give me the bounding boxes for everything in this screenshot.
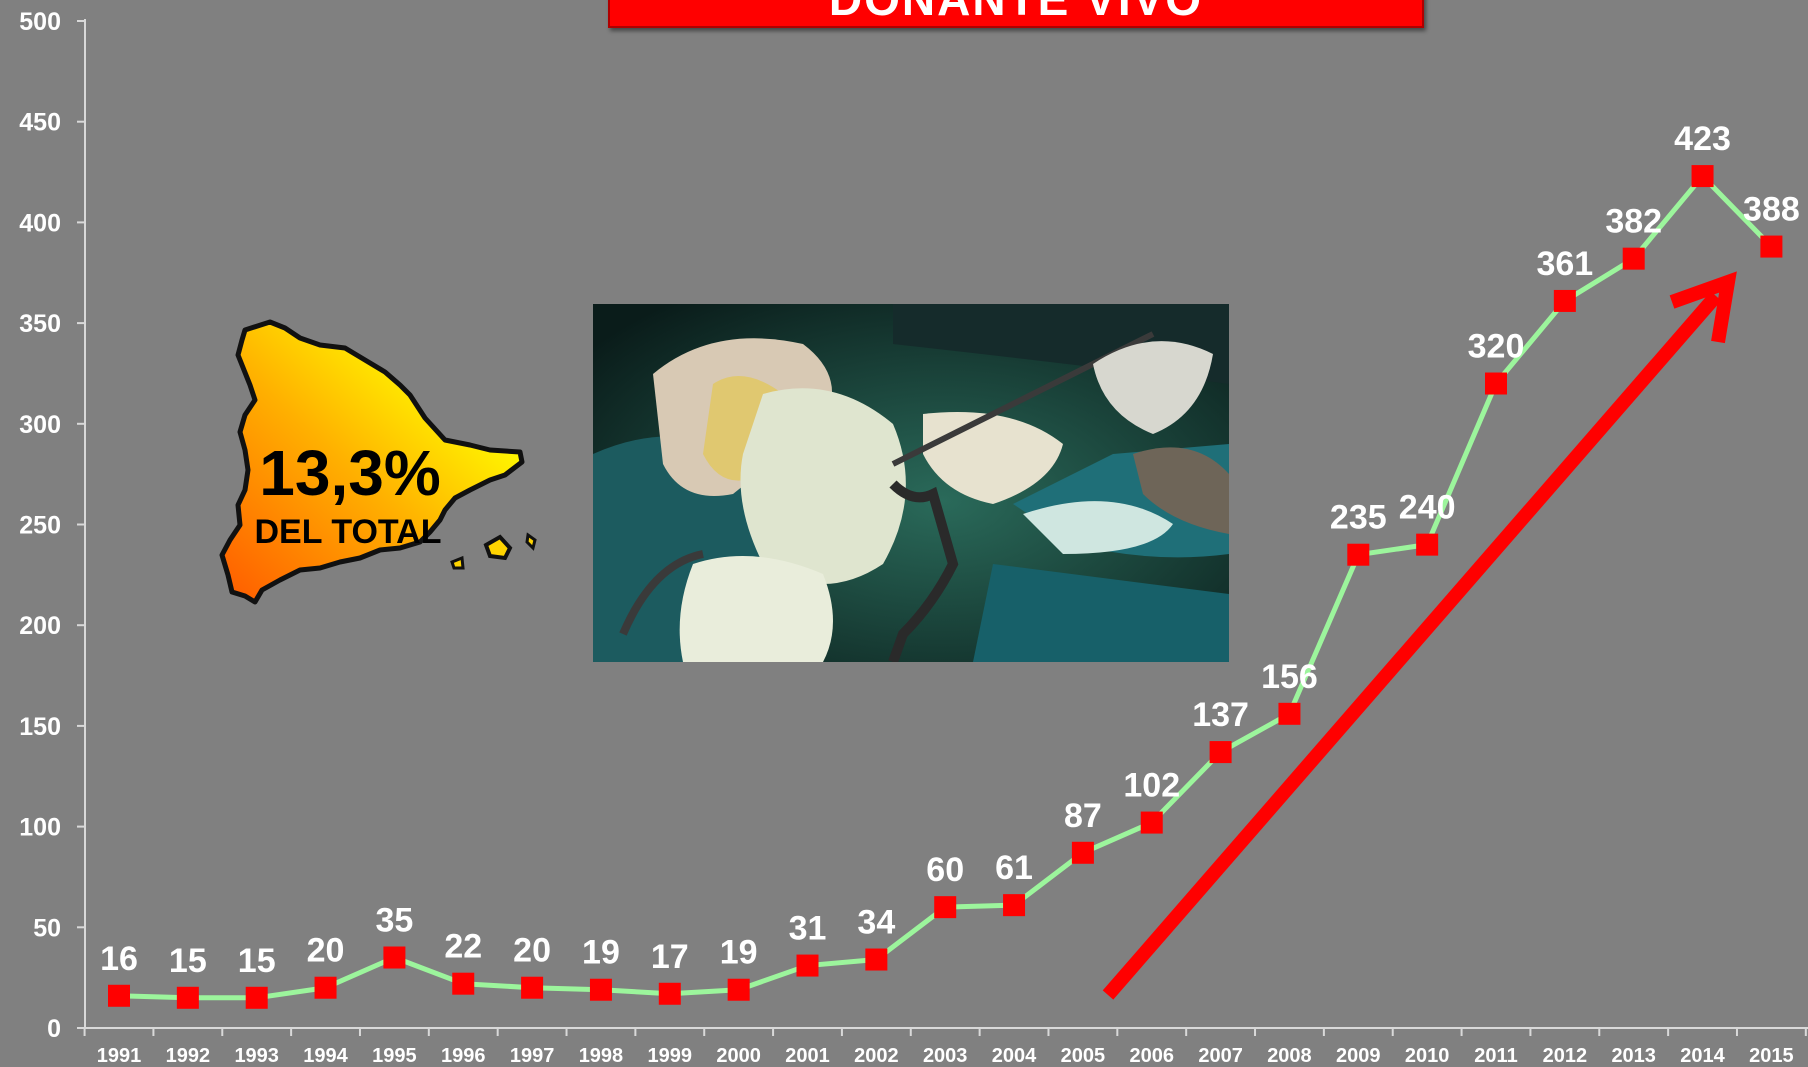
data-label: 15 [169,942,207,980]
data-label: 31 [789,910,827,948]
y-tick-label: 400 [19,209,61,237]
x-tick-label: 2012 [1543,1045,1588,1067]
x-tick-label: 2009 [1336,1045,1381,1067]
data-label: 156 [1261,658,1318,696]
inset-caption-label: DEL TOTAL [255,513,442,551]
data-point [1141,812,1163,834]
x-tick-label: 2015 [1749,1045,1794,1067]
x-tick-label: 2007 [1198,1045,1243,1067]
y-tick-label: 450 [19,109,61,137]
data-point [1210,741,1232,763]
data-label: 388 [1743,191,1800,229]
data-point [521,977,543,999]
x-tick-label: 2008 [1267,1045,1312,1067]
data-label: 382 [1605,203,1662,241]
data-point [1760,236,1782,258]
data-point [1347,544,1369,566]
data-label: 240 [1399,489,1456,527]
data-label: 87 [1064,797,1102,835]
x-tick-label: 1991 [97,1045,142,1067]
y-tick-label: 500 [19,8,61,36]
y-tick-label: 0 [47,1015,61,1043]
data-label: 22 [444,928,482,966]
y-tick-label: 100 [19,814,61,842]
data-label: 19 [582,934,620,972]
x-tick-label: 2014 [1680,1045,1725,1067]
data-point [315,977,337,999]
data-point [865,949,887,971]
data-label: 102 [1123,767,1180,805]
data-label: 34 [857,904,895,942]
y-tick-label: 150 [19,713,61,741]
data-point [177,987,199,1009]
data-label: 423 [1674,120,1731,158]
inset-percent-label: 13,3% [259,437,440,509]
y-tick-label: 50 [33,914,61,942]
x-tick-label: 1993 [234,1045,279,1067]
x-tick-label: 1999 [648,1045,693,1067]
data-point [383,947,405,969]
data-label: 20 [307,932,345,970]
x-tick-label: 2003 [923,1045,968,1067]
data-point [1416,534,1438,556]
x-tick-label: 1992 [166,1045,211,1067]
data-point [590,979,612,1001]
data-point [246,987,268,1009]
data-label: 320 [1468,328,1525,366]
data-label: 61 [995,849,1033,887]
data-label: 235 [1330,499,1387,537]
data-label: 16 [100,940,138,978]
data-label: 137 [1192,696,1249,734]
data-label: 19 [720,934,758,972]
data-point [659,983,681,1005]
data-label: 15 [238,942,276,980]
x-tick-label: 1994 [303,1045,348,1067]
data-point [1692,165,1714,187]
data-label: 361 [1536,245,1593,283]
x-tick-label: 2001 [785,1045,830,1067]
data-point [1554,290,1576,312]
data-point [1072,842,1094,864]
data-label: 17 [651,938,689,976]
x-tick-label: 2005 [1061,1045,1106,1067]
data-point [934,896,956,918]
data-point [1623,248,1645,270]
data-point [1003,894,1025,916]
data-label: 60 [926,851,964,889]
data-point [1278,703,1300,725]
x-tick-label: 1995 [372,1045,417,1067]
x-tick-label: 2004 [992,1045,1037,1067]
x-tick-label: 2002 [854,1045,899,1067]
x-tick-label: 2000 [716,1045,761,1067]
surgery-photo-icon [593,304,1229,662]
data-point [452,973,474,995]
y-tick-label: 250 [19,512,61,540]
x-tick-label: 1997 [510,1045,555,1067]
data-point [1485,373,1507,395]
data-point [797,955,819,977]
y-tick-label: 300 [19,411,61,439]
x-tick-label: 2013 [1611,1045,1656,1067]
x-tick-label: 2006 [1130,1045,1175,1067]
x-tick-label: 2010 [1405,1045,1450,1067]
x-tick-label: 2011 [1474,1045,1517,1067]
y-tick-label: 350 [19,310,61,338]
x-tick-label: 1998 [579,1045,624,1067]
data-label: 35 [375,902,413,940]
data-label: 20 [513,932,551,970]
x-tick-label: 1996 [441,1045,486,1067]
data-point [728,979,750,1001]
data-point [108,985,130,1007]
y-tick-label: 200 [19,612,61,640]
